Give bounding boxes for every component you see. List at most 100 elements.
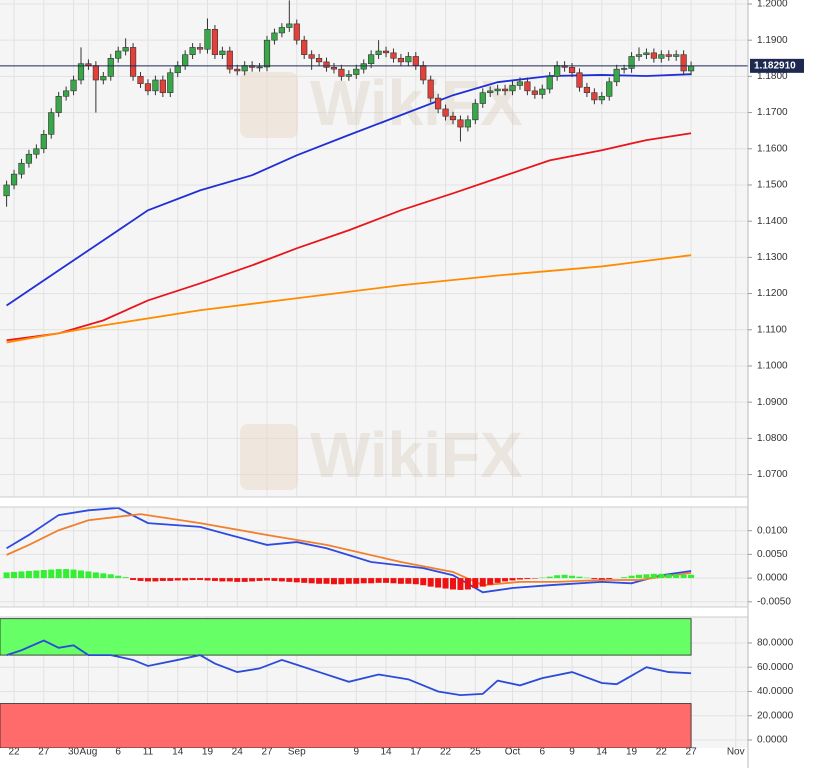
histogram-bar: [56, 569, 62, 578]
histogram-bar: [145, 578, 151, 581]
y-tick-label: 1.1900: [757, 35, 788, 46]
y-tick-label: 1.1600: [757, 143, 788, 154]
histogram-bar: [279, 578, 285, 581]
candle-body: [175, 66, 181, 73]
histogram-bar: [562, 575, 568, 578]
histogram-bar: [681, 575, 687, 578]
histogram-bar: [85, 571, 91, 578]
y-tick-label: 1.0900: [757, 397, 788, 408]
y-tick-label: 1.2000: [757, 0, 788, 10]
candle-body: [227, 51, 233, 69]
candle-body: [197, 47, 203, 49]
histogram-bar: [100, 573, 106, 578]
histogram-bar: [435, 578, 441, 587]
candle-body: [26, 154, 32, 163]
histogram-bar: [324, 578, 330, 584]
candle-body: [212, 29, 218, 54]
candle-body: [577, 73, 583, 87]
candle-body: [621, 68, 627, 69]
candle-body: [458, 120, 464, 127]
histogram-bar: [420, 578, 426, 585]
candle-body: [160, 80, 166, 93]
histogram-bar: [368, 578, 374, 583]
histogram-bar: [465, 578, 471, 589]
candle-body: [688, 66, 694, 71]
histogram-bar: [502, 578, 508, 581]
histogram-bar: [138, 578, 144, 581]
histogram-bar: [428, 578, 434, 587]
candle-body: [182, 55, 188, 66]
histogram-bar: [249, 578, 255, 581]
y-tick-label: 0.0100: [757, 525, 788, 536]
candle-body: [547, 76, 553, 89]
histogram-bar: [361, 578, 367, 583]
candle-body: [138, 76, 144, 83]
candle-body: [167, 73, 173, 93]
histogram-bar: [48, 570, 54, 579]
histogram-bar: [234, 578, 240, 582]
histogram-bar: [443, 578, 449, 588]
x-tick-label: 9: [569, 747, 575, 758]
y-tick-label: 0.0050: [757, 549, 788, 560]
candle-body: [443, 109, 449, 116]
x-tick-label: 30: [68, 747, 80, 758]
candle-body: [584, 87, 590, 92]
histogram-bar: [413, 578, 419, 584]
candle-body: [123, 47, 129, 51]
y-tick-label: 0.0000: [757, 573, 788, 584]
candle-body: [398, 58, 404, 62]
y-tick-label: -0.0050: [757, 596, 791, 607]
histogram-bar: [18, 571, 24, 578]
candle-body: [4, 185, 10, 196]
histogram-bar: [123, 577, 129, 578]
y-tick-label: 1.1100: [757, 324, 787, 335]
candle-body: [93, 66, 99, 80]
candle-body: [525, 82, 531, 91]
histogram-bar: [487, 578, 493, 585]
y-tick-label: 1.1300: [757, 252, 788, 263]
histogram-bar: [301, 578, 307, 583]
histogram-bar: [405, 578, 411, 584]
candle-body: [339, 69, 345, 76]
y-tick-label: 1.1500: [757, 180, 788, 191]
histogram-bar: [227, 578, 233, 581]
y-tick-label: 1.0700: [757, 469, 788, 480]
histogram-bar: [383, 578, 389, 583]
candle-body: [279, 28, 285, 33]
candle-body: [272, 33, 278, 40]
candle-body: [391, 53, 397, 58]
candle-body: [309, 55, 315, 59]
histogram-bar: [11, 572, 17, 578]
x-tick-label: 14: [172, 747, 184, 758]
histogram-bar: [547, 577, 553, 578]
x-tick-label: 22: [8, 747, 20, 758]
candle-body: [465, 120, 471, 127]
histogram-bar: [390, 578, 396, 583]
candle-body: [153, 80, 159, 91]
x-tick-label: Aug: [80, 747, 98, 758]
x-tick-label: 22: [656, 747, 668, 758]
histogram-bar: [167, 578, 173, 581]
watermark-text: WikiFX: [310, 419, 523, 491]
histogram-bar: [517, 578, 523, 579]
histogram-bar: [376, 578, 382, 583]
candle-body: [353, 69, 359, 74]
candle-body: [331, 67, 337, 69]
histogram-bar: [204, 578, 210, 580]
y-tick-label: 20.0000: [757, 710, 794, 721]
candle-body: [510, 85, 516, 90]
candle-body: [517, 82, 523, 86]
candle-body: [108, 58, 114, 76]
x-tick-label: 6: [539, 747, 545, 758]
x-tick-label: Nov: [727, 747, 745, 758]
histogram-bar: [219, 578, 225, 581]
histogram-bar: [33, 571, 39, 579]
histogram-bar: [651, 574, 657, 578]
candle-body: [264, 40, 270, 67]
histogram-bar: [472, 578, 478, 588]
histogram-bar: [629, 576, 635, 578]
x-tick-label: 22: [440, 747, 452, 758]
candle-body: [473, 104, 479, 120]
histogram-bar: [115, 576, 121, 578]
